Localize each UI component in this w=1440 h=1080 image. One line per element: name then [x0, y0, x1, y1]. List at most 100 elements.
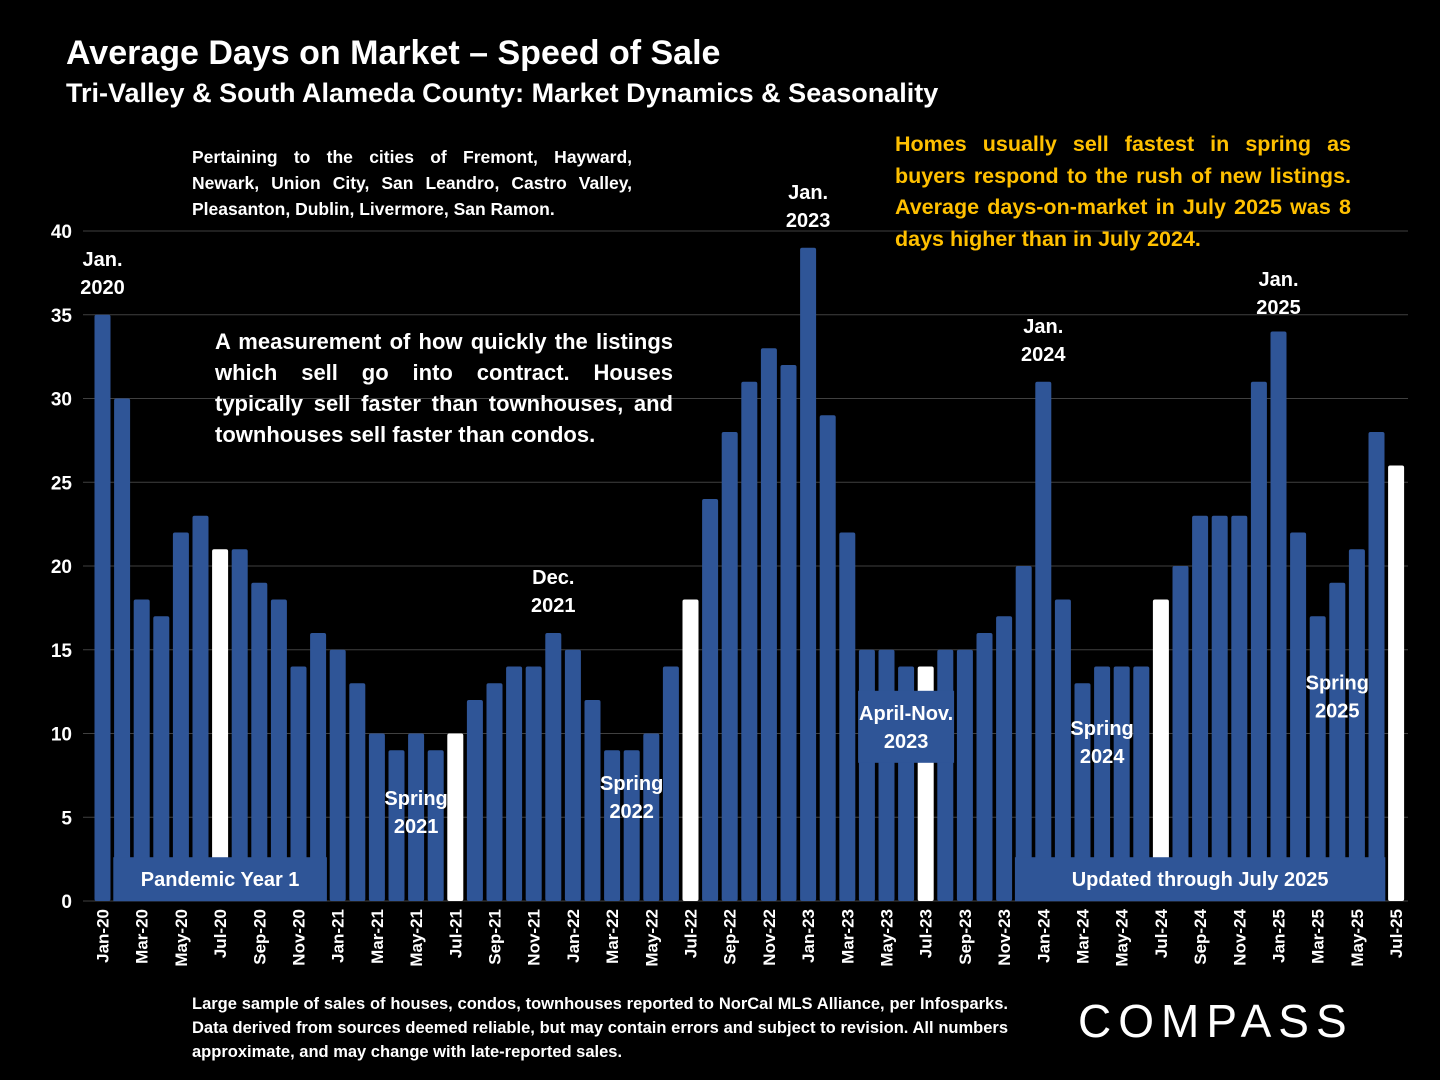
- bar: [408, 733, 425, 901]
- bar-highlighted: [1388, 465, 1405, 901]
- label-box: [858, 690, 955, 763]
- x-tick-label: Jan-20: [94, 909, 113, 963]
- label-box-text: Pandemic Year 1: [141, 869, 300, 891]
- bar: [1133, 666, 1150, 901]
- bar-highlighted: [1152, 599, 1169, 901]
- annotation-text: 2021: [394, 816, 439, 838]
- annotation-text: 2022: [609, 801, 654, 823]
- label-box-text: April-Nov.: [859, 703, 953, 725]
- bar: [310, 633, 327, 901]
- measurement-note: A measurement of how quickly the listing…: [215, 329, 673, 447]
- annotation-text: Jan.: [82, 249, 122, 271]
- bar: [1290, 532, 1307, 901]
- bar: [486, 683, 503, 901]
- x-tick-label: Sep-21: [486, 909, 505, 965]
- y-tick-label: 30: [51, 390, 72, 411]
- bar: [662, 666, 679, 901]
- x-tick-label: May-25: [1348, 909, 1367, 967]
- bar: [153, 616, 170, 901]
- bar: [329, 649, 346, 901]
- bars: [94, 247, 1405, 901]
- bar: [800, 247, 817, 901]
- bar: [368, 733, 385, 901]
- x-tick-label: Sep-23: [956, 909, 975, 965]
- x-tick-label: Mar-20: [133, 909, 152, 964]
- bar: [1348, 549, 1365, 901]
- bar: [564, 649, 581, 901]
- bar: [466, 700, 483, 901]
- bar: [702, 499, 719, 901]
- y-tick-label: 25: [51, 473, 73, 494]
- bar: [878, 649, 895, 901]
- chart-subtitle: Tri-Valley & South Alameda County: Marke…: [66, 78, 939, 108]
- bar: [1015, 566, 1032, 901]
- x-tick-label: Nov-23: [995, 909, 1014, 966]
- bar: [114, 398, 131, 901]
- bar: [1329, 582, 1346, 901]
- x-tick-label: Mar-25: [1309, 909, 1328, 964]
- seasonality-note: Homes usually sell fastest in spring as …: [895, 132, 1351, 251]
- annotation-text: 2025: [1315, 701, 1360, 723]
- bar: [643, 733, 660, 901]
- x-tick-label: Jul-25: [1387, 909, 1406, 958]
- annotation-text: Spring: [1070, 718, 1133, 740]
- x-tick-label: Nov-24: [1230, 908, 1249, 965]
- annotation-text: 2025: [1256, 297, 1301, 319]
- bar: [858, 649, 875, 901]
- annotation-text: 2023: [786, 210, 831, 232]
- bar: [290, 666, 307, 901]
- annotation-text: 2021: [531, 595, 576, 617]
- x-tick-label: Nov-20: [290, 909, 309, 966]
- y-tick-label: 0: [61, 892, 72, 913]
- bar: [1035, 381, 1052, 901]
- bar: [270, 599, 287, 901]
- annotation-text: 2020: [80, 277, 125, 299]
- bar: [427, 750, 444, 901]
- bar: [1270, 331, 1287, 901]
- bar: [1309, 616, 1326, 901]
- annotation-text: Jan.: [788, 182, 828, 204]
- annotation-text: Spring: [600, 773, 663, 795]
- y-tick-label: 20: [51, 557, 72, 578]
- label-box: [1014, 857, 1386, 902]
- bar: [721, 432, 738, 901]
- bar: [1094, 666, 1111, 901]
- bar: [780, 365, 797, 901]
- bar-highlighted: [447, 733, 464, 901]
- label-box-text: 2023: [884, 731, 929, 753]
- label-boxes: Pandemic Year 1 April-Nov. 2023 Updated thr…: [113, 690, 1386, 902]
- bar: [741, 381, 758, 901]
- bar: [1250, 381, 1267, 901]
- x-tick-label: May-21: [407, 909, 426, 967]
- y-tick-label: 10: [51, 725, 72, 746]
- annotation-text: Jan.: [1258, 269, 1298, 291]
- x-tick-label: Mar-21: [368, 909, 387, 964]
- bar: [192, 515, 209, 901]
- bar: [349, 683, 366, 901]
- annotation-text: Jan.: [1023, 316, 1063, 338]
- bar: [996, 616, 1013, 901]
- bar: [1054, 599, 1071, 901]
- bar: [604, 750, 621, 901]
- x-tick-label: Mar-22: [603, 909, 622, 964]
- y-tick-label: 5: [61, 808, 72, 829]
- bar: [937, 649, 954, 901]
- x-tick-label: Jan-24: [1034, 908, 1053, 962]
- annotation-text: 2024: [1080, 746, 1125, 768]
- x-axis-ticks: Jan-20 Mar-20 May-20 Jul-20 Sep-20 Nov-20 Jan-…: [94, 908, 1407, 966]
- x-tick-label: Nov-21: [525, 909, 544, 966]
- bar: [525, 666, 542, 901]
- x-tick-label: Jul-21: [446, 909, 465, 958]
- x-tick-label: Jul-24: [1152, 908, 1171, 958]
- x-tick-label: Sep-22: [721, 909, 740, 965]
- y-tick-label: 15: [51, 641, 73, 662]
- x-tick-label: May-23: [878, 909, 897, 967]
- bar: [251, 582, 268, 901]
- x-tick-label: May-24: [1113, 908, 1132, 966]
- annotation-text: Spring: [384, 788, 447, 810]
- source-note: Large sample of sales of houses, condos,…: [192, 995, 1008, 1061]
- bar: [506, 666, 523, 901]
- compass-logo: COMPASS: [1078, 995, 1354, 1047]
- annotations: Jan. 2020 Dec. 2021 Jan. 2023 Jan. 2024 Jan. 2025…: [80, 182, 1369, 838]
